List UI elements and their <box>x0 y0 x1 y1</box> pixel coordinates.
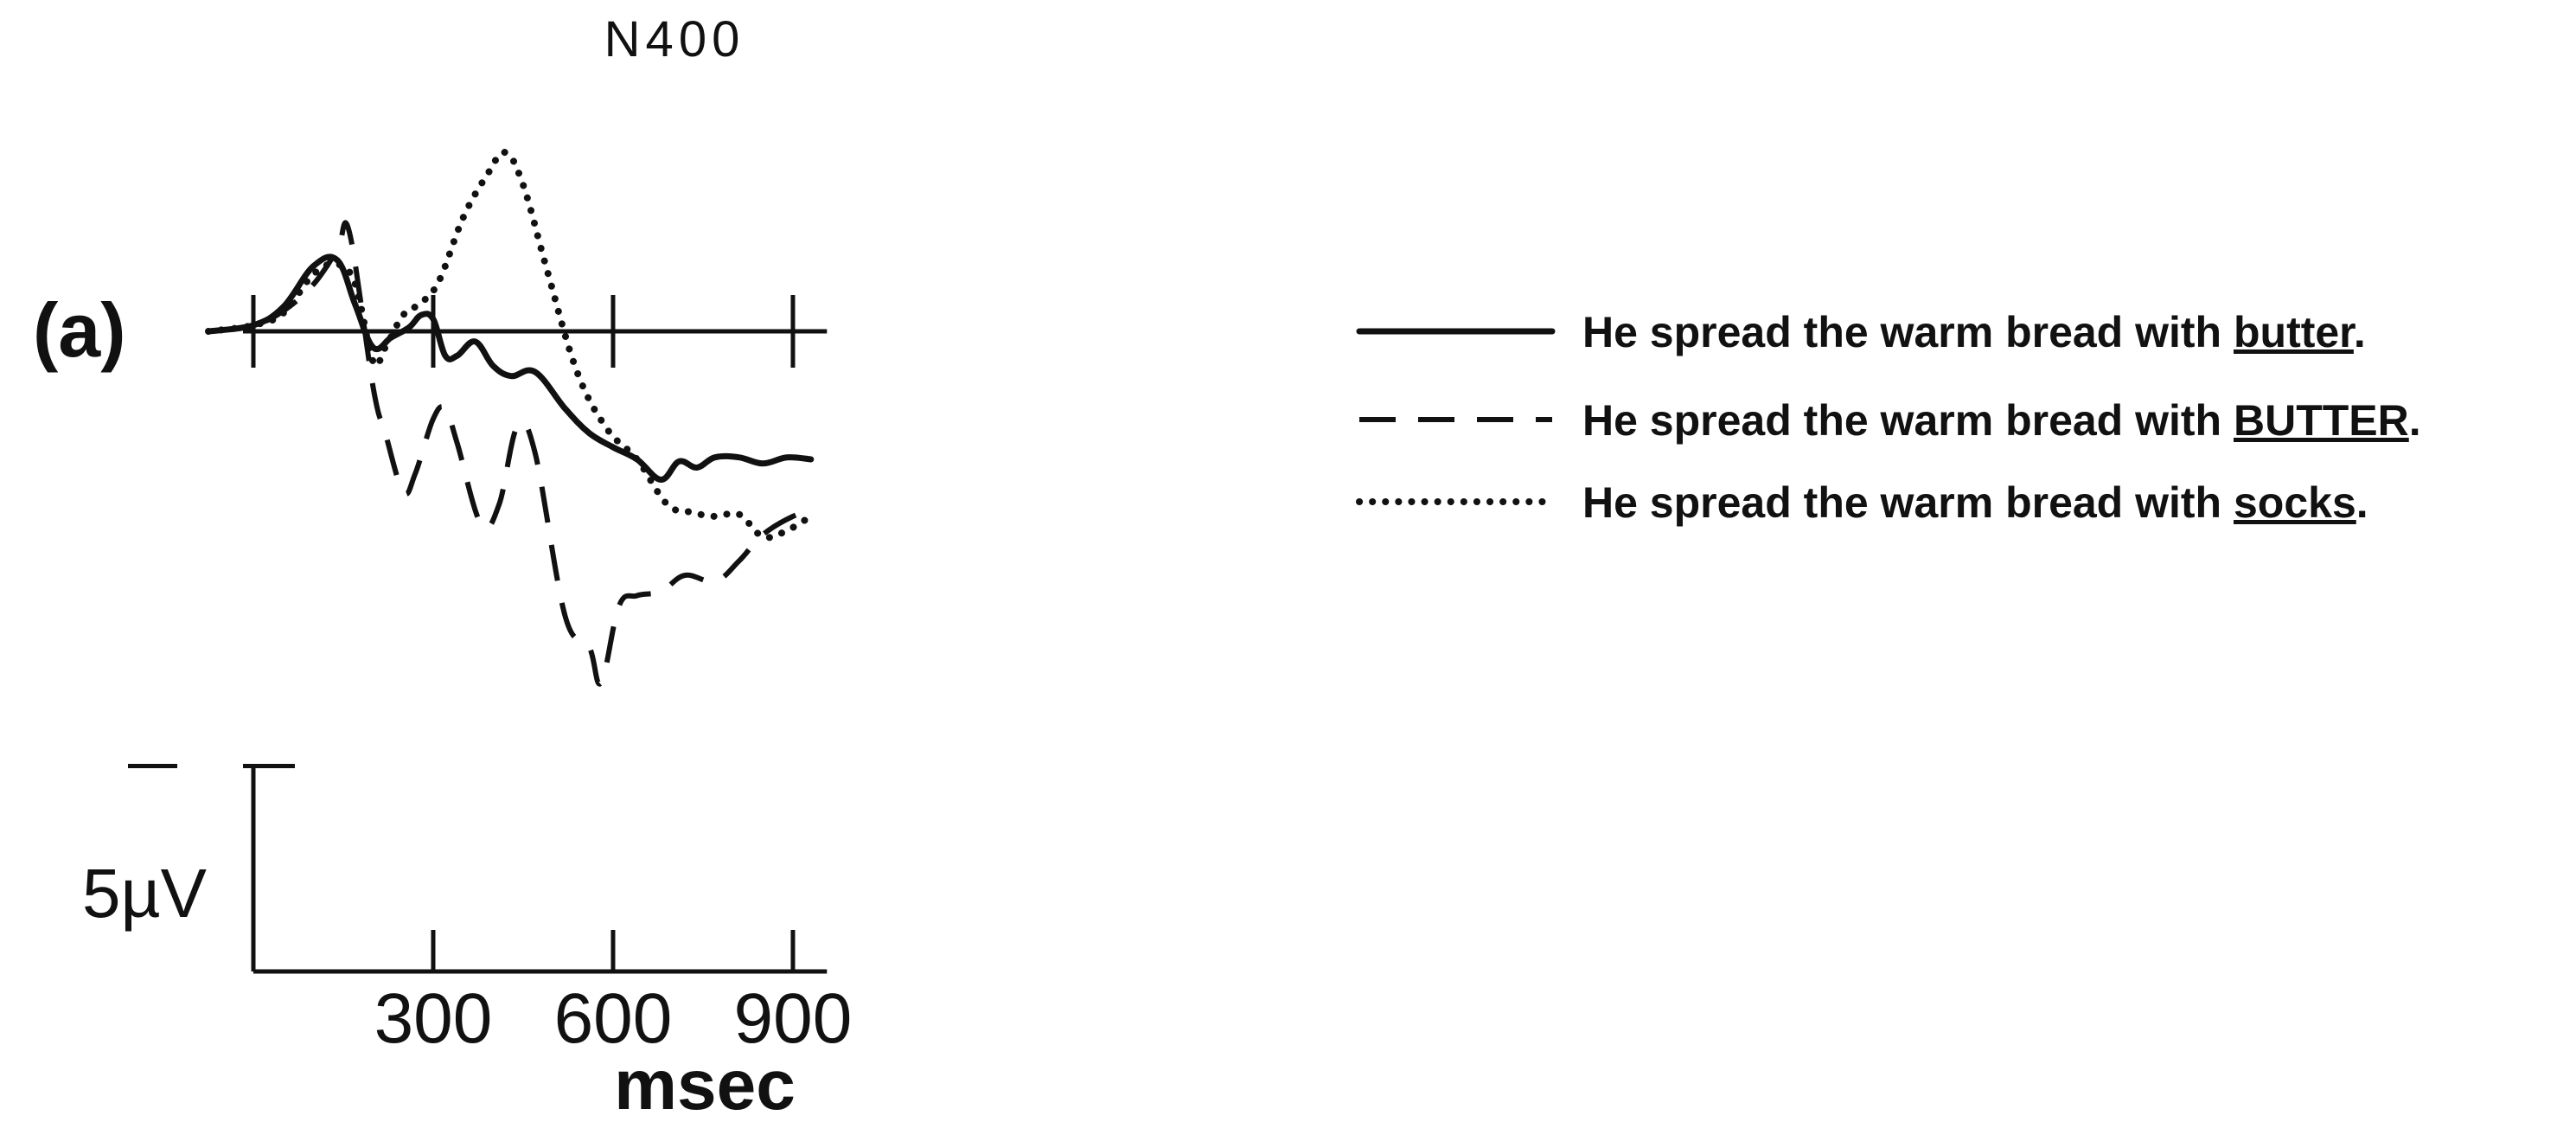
legend-entry-suffix: . <box>2354 308 2366 356</box>
axes: 300 600 900 <box>128 295 852 1058</box>
waveform-dashed <box>208 220 815 687</box>
x-axis-title: msec <box>614 1046 796 1122</box>
legend-entry-keyword: socks <box>2234 478 2356 527</box>
legend-entry-prefix: He spread the warm bread with <box>1582 396 2234 445</box>
time-axis-ticks <box>431 930 796 971</box>
panel-label: (a) <box>33 287 126 373</box>
legend-entry-prefix: He spread the warm bread with <box>1582 478 2234 527</box>
waveform-dotted <box>205 149 818 542</box>
time-axis-labels: 300 600 900 <box>374 979 853 1058</box>
legend-entry-suffix: . <box>2409 396 2421 445</box>
legend-entry-keyword: butter <box>2234 308 2355 356</box>
series-layer <box>205 149 818 687</box>
legend-entry: He spread the warm bread with butter. <box>1582 308 2366 356</box>
legend-entry: He spread the warm bread with BUTTER. <box>1582 396 2421 445</box>
legend-entry-suffix: . <box>2356 478 2368 527</box>
legend-entry-keyword: BUTTER <box>2234 396 2409 445</box>
time-tick-label: 300 <box>374 979 493 1058</box>
baseline-ticks <box>251 295 796 368</box>
waveform-solid <box>205 253 815 483</box>
n400-label: N400 <box>604 11 745 67</box>
legend-entry: He spread the warm bread with socks. <box>1582 478 2368 527</box>
scale-bar-label: 5µV <box>82 855 208 932</box>
legend: He spread the warm bread with butter.He … <box>1356 308 2421 527</box>
time-tick-label: 600 <box>554 979 673 1058</box>
legend-entry-prefix: He spread the warm bread with <box>1582 308 2234 356</box>
time-tick-label: 900 <box>734 979 853 1058</box>
